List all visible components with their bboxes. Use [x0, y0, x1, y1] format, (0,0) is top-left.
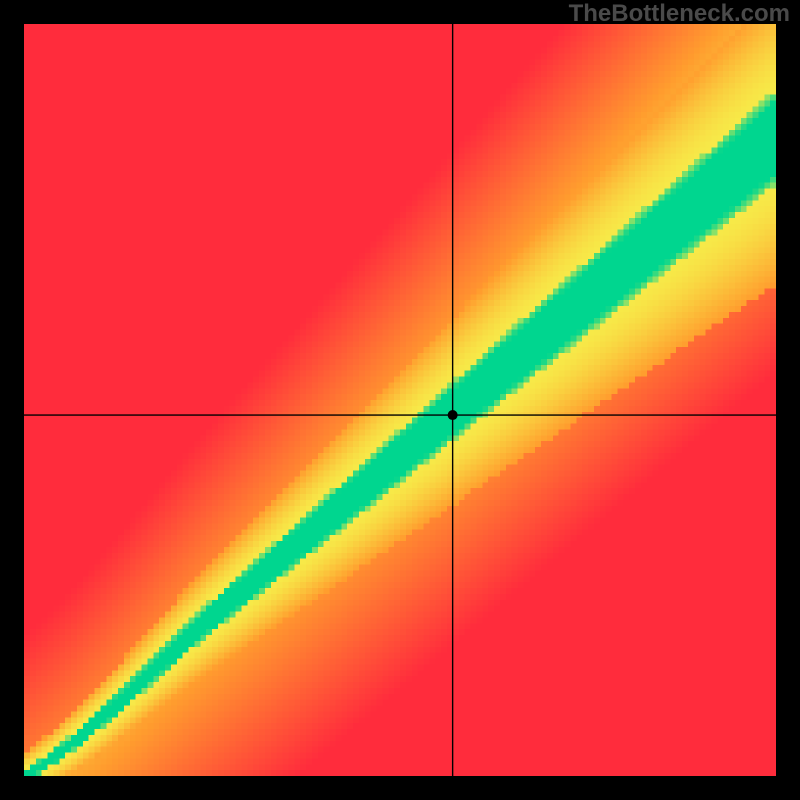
chart-container: TheBottleneck.com — [0, 0, 800, 800]
bottleneck-heatmap — [24, 24, 776, 776]
attribution-text: TheBottleneck.com — [569, 0, 790, 28]
